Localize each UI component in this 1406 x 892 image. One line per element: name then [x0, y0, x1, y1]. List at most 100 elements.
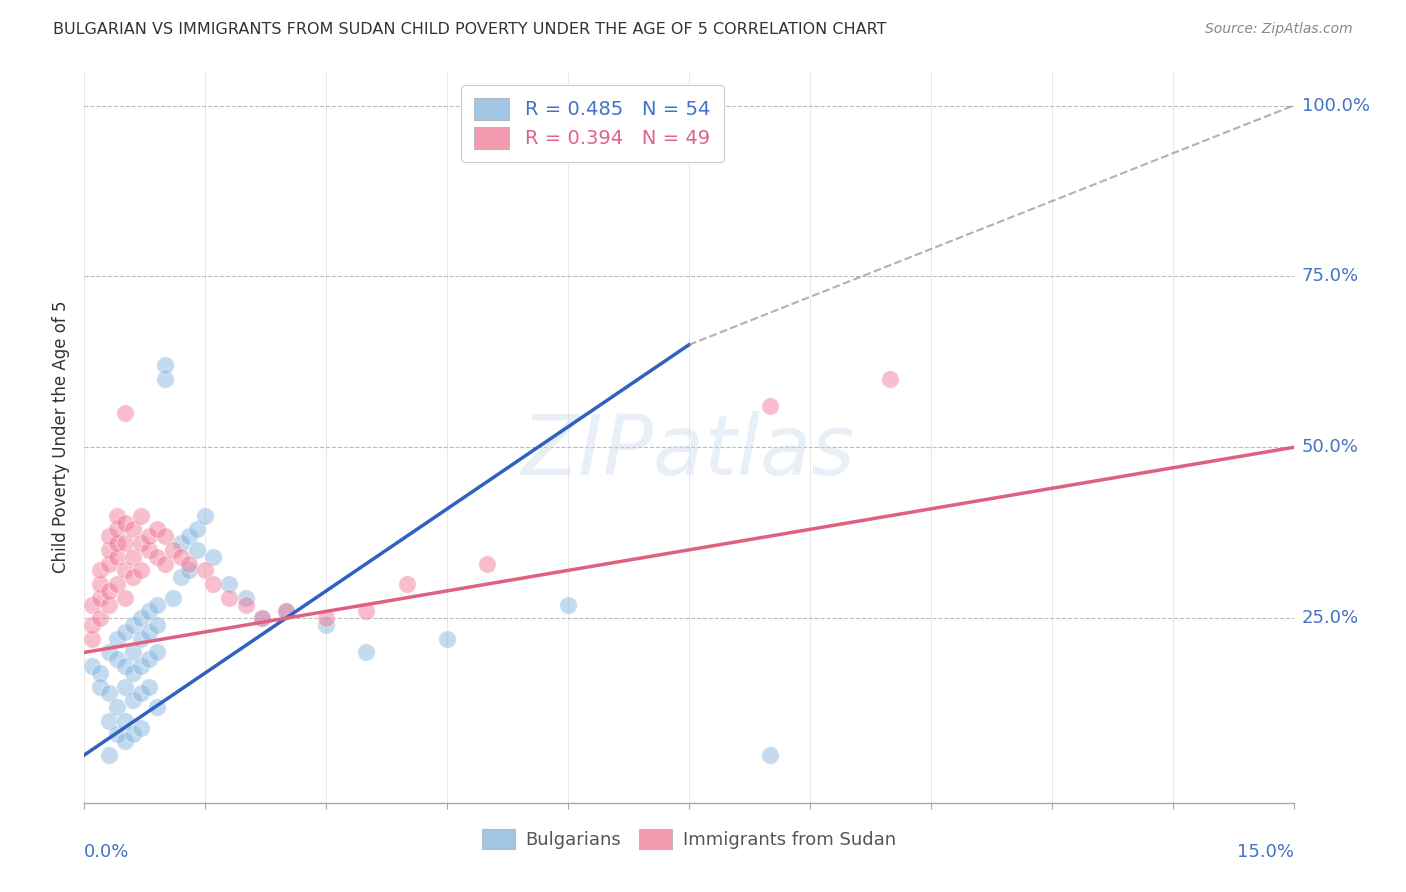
Point [315, 618, 337, 632]
Point [186, 522, 208, 536]
Point [114, 659, 136, 673]
Point [89, 611, 111, 625]
Text: 75.0%: 75.0% [1302, 268, 1360, 285]
Point [186, 542, 208, 557]
Point [436, 632, 458, 646]
Point [97, 747, 120, 762]
Point [114, 591, 136, 605]
Point [153, 529, 176, 543]
Point [138, 624, 160, 639]
Point [97, 598, 120, 612]
Point [129, 508, 152, 523]
Point [153, 359, 176, 373]
Point [114, 536, 136, 550]
Point [129, 611, 152, 625]
Point [129, 563, 152, 577]
Point [89, 591, 111, 605]
Point [105, 632, 128, 646]
Point [146, 618, 169, 632]
Point [170, 570, 193, 584]
Point [89, 563, 111, 577]
Point [97, 686, 120, 700]
Point [82, 659, 104, 673]
Point [170, 549, 193, 564]
Point [114, 624, 136, 639]
Point [162, 591, 184, 605]
Point [105, 652, 128, 666]
Point [105, 577, 128, 591]
Legend: Bulgarians, Immigrants from Sudan: Bulgarians, Immigrants from Sudan [471, 818, 907, 860]
Point [105, 522, 128, 536]
Point [138, 652, 160, 666]
Point [194, 563, 217, 577]
Point [250, 611, 273, 625]
Point [235, 598, 257, 612]
Point [179, 529, 201, 543]
Point [105, 549, 128, 564]
Point [146, 645, 169, 659]
Point [138, 542, 160, 557]
Point [89, 680, 111, 694]
Point [97, 645, 120, 659]
Point [179, 557, 201, 571]
Point [557, 598, 579, 612]
Point [879, 372, 901, 386]
Point [82, 598, 104, 612]
Point [121, 727, 143, 741]
Point [138, 529, 160, 543]
Point [97, 557, 120, 571]
Point [218, 591, 240, 605]
Point [138, 604, 160, 618]
Point [121, 645, 143, 659]
Text: BULGARIAN VS IMMIGRANTS FROM SUDAN CHILD POVERTY UNDER THE AGE OF 5 CORRELATION : BULGARIAN VS IMMIGRANTS FROM SUDAN CHILD… [53, 22, 887, 37]
Point [235, 591, 257, 605]
Point [202, 549, 225, 564]
Point [129, 721, 152, 735]
Text: 50.0%: 50.0% [1302, 438, 1358, 457]
Point [356, 604, 378, 618]
Point [194, 508, 217, 523]
Point [82, 618, 104, 632]
Point [114, 516, 136, 530]
Point [105, 536, 128, 550]
Point [114, 714, 136, 728]
Point [170, 536, 193, 550]
Point [129, 659, 152, 673]
Point [129, 632, 152, 646]
Point [274, 604, 297, 618]
Point [162, 542, 184, 557]
Point [153, 372, 176, 386]
Point [356, 645, 378, 659]
Point [121, 693, 143, 707]
Point [114, 563, 136, 577]
Point [146, 522, 169, 536]
Point [121, 665, 143, 680]
Text: 100.0%: 100.0% [1302, 96, 1369, 114]
Point [129, 536, 152, 550]
Point [82, 632, 104, 646]
Point [114, 680, 136, 694]
Point [105, 508, 128, 523]
Point [89, 665, 111, 680]
Text: Source: ZipAtlas.com: Source: ZipAtlas.com [1205, 22, 1353, 37]
Point [114, 406, 136, 420]
Point [146, 700, 169, 714]
Point [315, 611, 337, 625]
Point [129, 686, 152, 700]
Point [395, 577, 418, 591]
Point [758, 747, 780, 762]
Text: ZIPatlas: ZIPatlas [522, 411, 856, 492]
Point [202, 577, 225, 591]
Text: 15.0%: 15.0% [1236, 843, 1294, 861]
Point [146, 549, 169, 564]
Point [105, 700, 128, 714]
Point [114, 734, 136, 748]
Point [218, 577, 240, 591]
Point [138, 680, 160, 694]
Point [179, 563, 201, 577]
Point [153, 557, 176, 571]
Point [146, 598, 169, 612]
Point [89, 577, 111, 591]
Point [274, 604, 297, 618]
Point [250, 611, 273, 625]
